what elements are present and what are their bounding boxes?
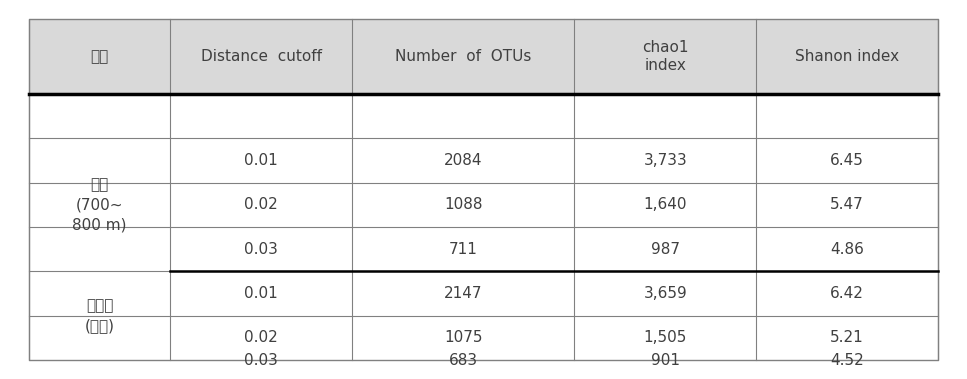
Text: Number  of  OTUs: Number of OTUs [396,49,532,64]
Text: 711: 711 [449,242,478,257]
Text: 3,659: 3,659 [643,286,688,301]
Text: Shanon index: Shanon index [795,49,899,64]
Text: 저고도
(지상): 저고도 (지상) [85,298,115,333]
Text: 901: 901 [651,352,680,368]
Text: chao1
index: chao1 index [642,40,689,73]
Text: 4.52: 4.52 [831,352,864,368]
Text: 0.01: 0.01 [245,286,278,301]
Text: 5.21: 5.21 [831,330,864,345]
Text: Distance  cutoff: Distance cutoff [201,49,322,64]
Text: 2084: 2084 [444,153,483,168]
Text: 1088: 1088 [444,197,483,212]
Text: 1,505: 1,505 [644,330,687,345]
Text: 0.02: 0.02 [245,197,278,212]
Text: 시료: 시료 [91,49,109,64]
Text: 0.02: 0.02 [245,330,278,345]
Text: 3,733: 3,733 [643,153,688,168]
Text: 0.01: 0.01 [245,153,278,168]
Text: 고도
(700~
800 m): 고도 (700~ 800 m) [73,177,127,232]
Text: 987: 987 [651,242,680,257]
Text: 6.45: 6.45 [830,153,864,168]
Bar [29,19,938,360]
Text: 2147: 2147 [444,286,483,301]
Text: 1075: 1075 [444,330,483,345]
Text: 1,640: 1,640 [644,197,687,212]
Bar [29,19,938,94]
Text: 5.47: 5.47 [831,197,864,212]
Bar [29,94,938,360]
Text: 683: 683 [449,352,478,368]
Text: 0.03: 0.03 [245,242,278,257]
Text: 0.03: 0.03 [245,352,278,368]
Text: 6.42: 6.42 [830,286,864,301]
Text: 4.86: 4.86 [830,242,864,257]
